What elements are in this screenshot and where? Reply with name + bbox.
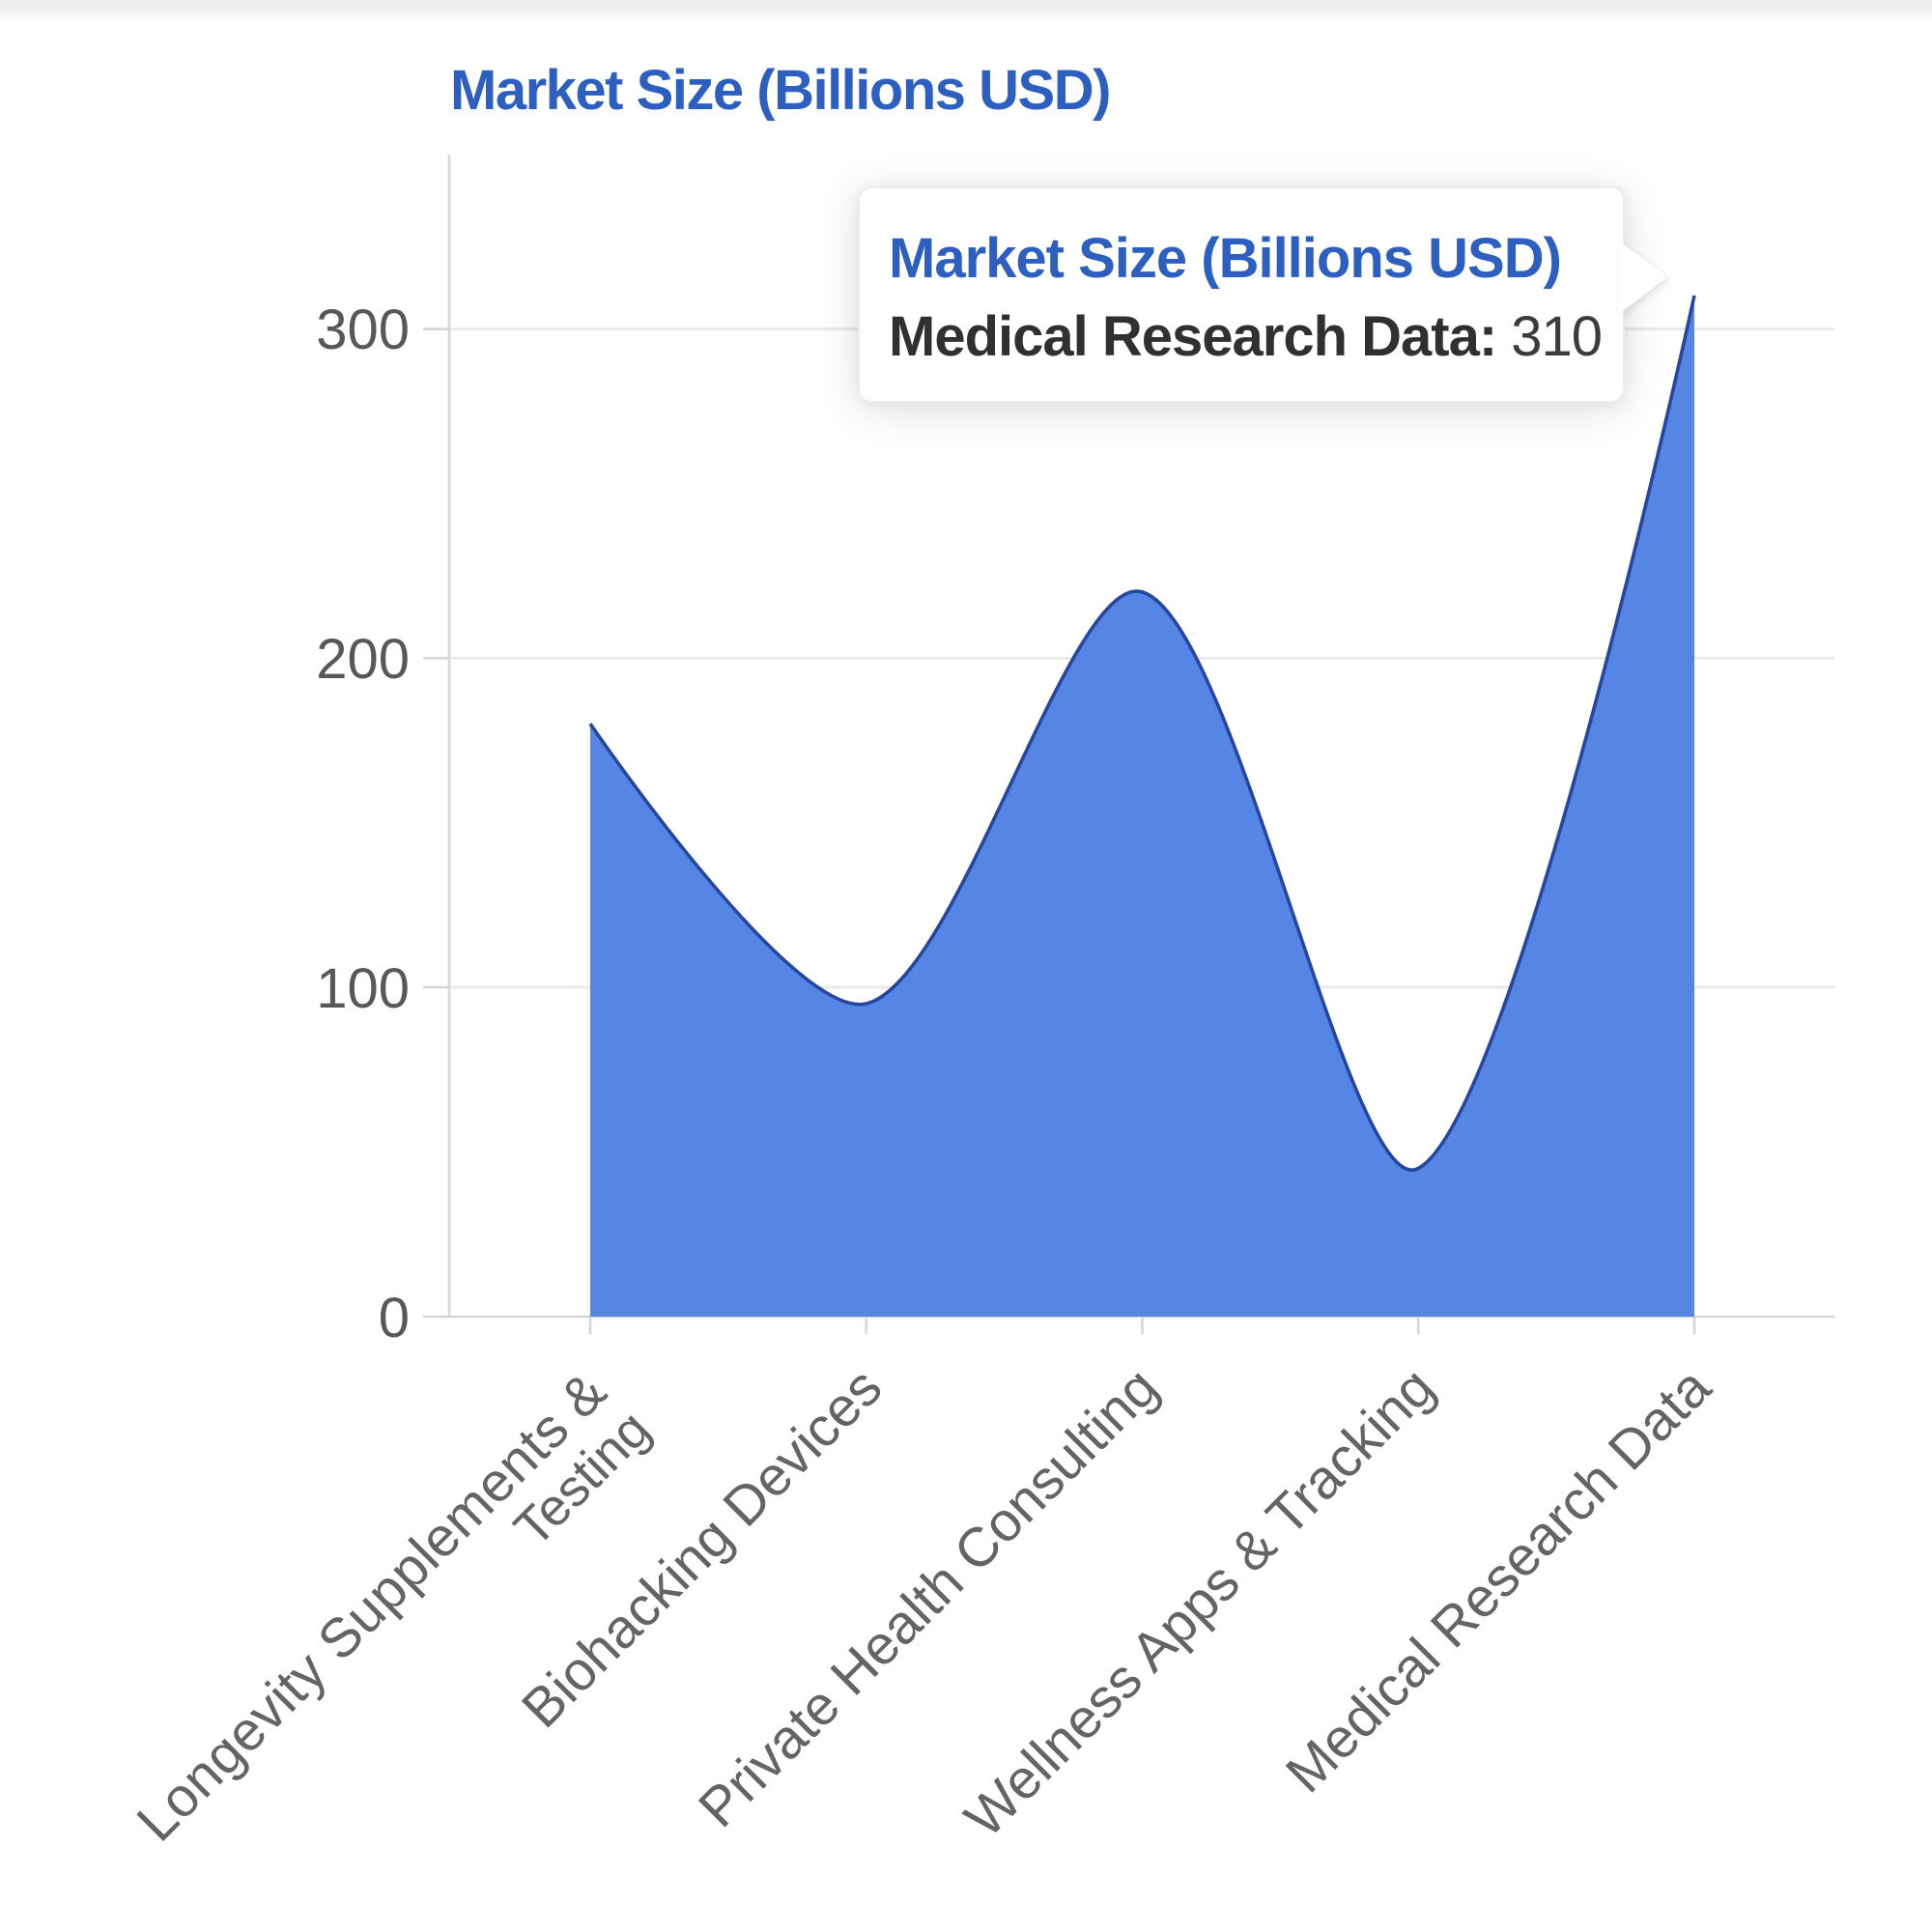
svg-text:Wellness Apps & Tracking: Wellness Apps & Tracking xyxy=(953,1356,1446,1849)
svg-text:0: 0 xyxy=(379,1287,410,1350)
svg-text:Longevity Supplements &: Longevity Supplements & xyxy=(126,1360,618,1853)
svg-text:200: 200 xyxy=(316,628,410,691)
svg-text:300: 300 xyxy=(316,298,410,361)
svg-text:Private Health Consulting: Private Health Consulting xyxy=(687,1356,1170,1839)
svg-text:100: 100 xyxy=(316,957,410,1020)
